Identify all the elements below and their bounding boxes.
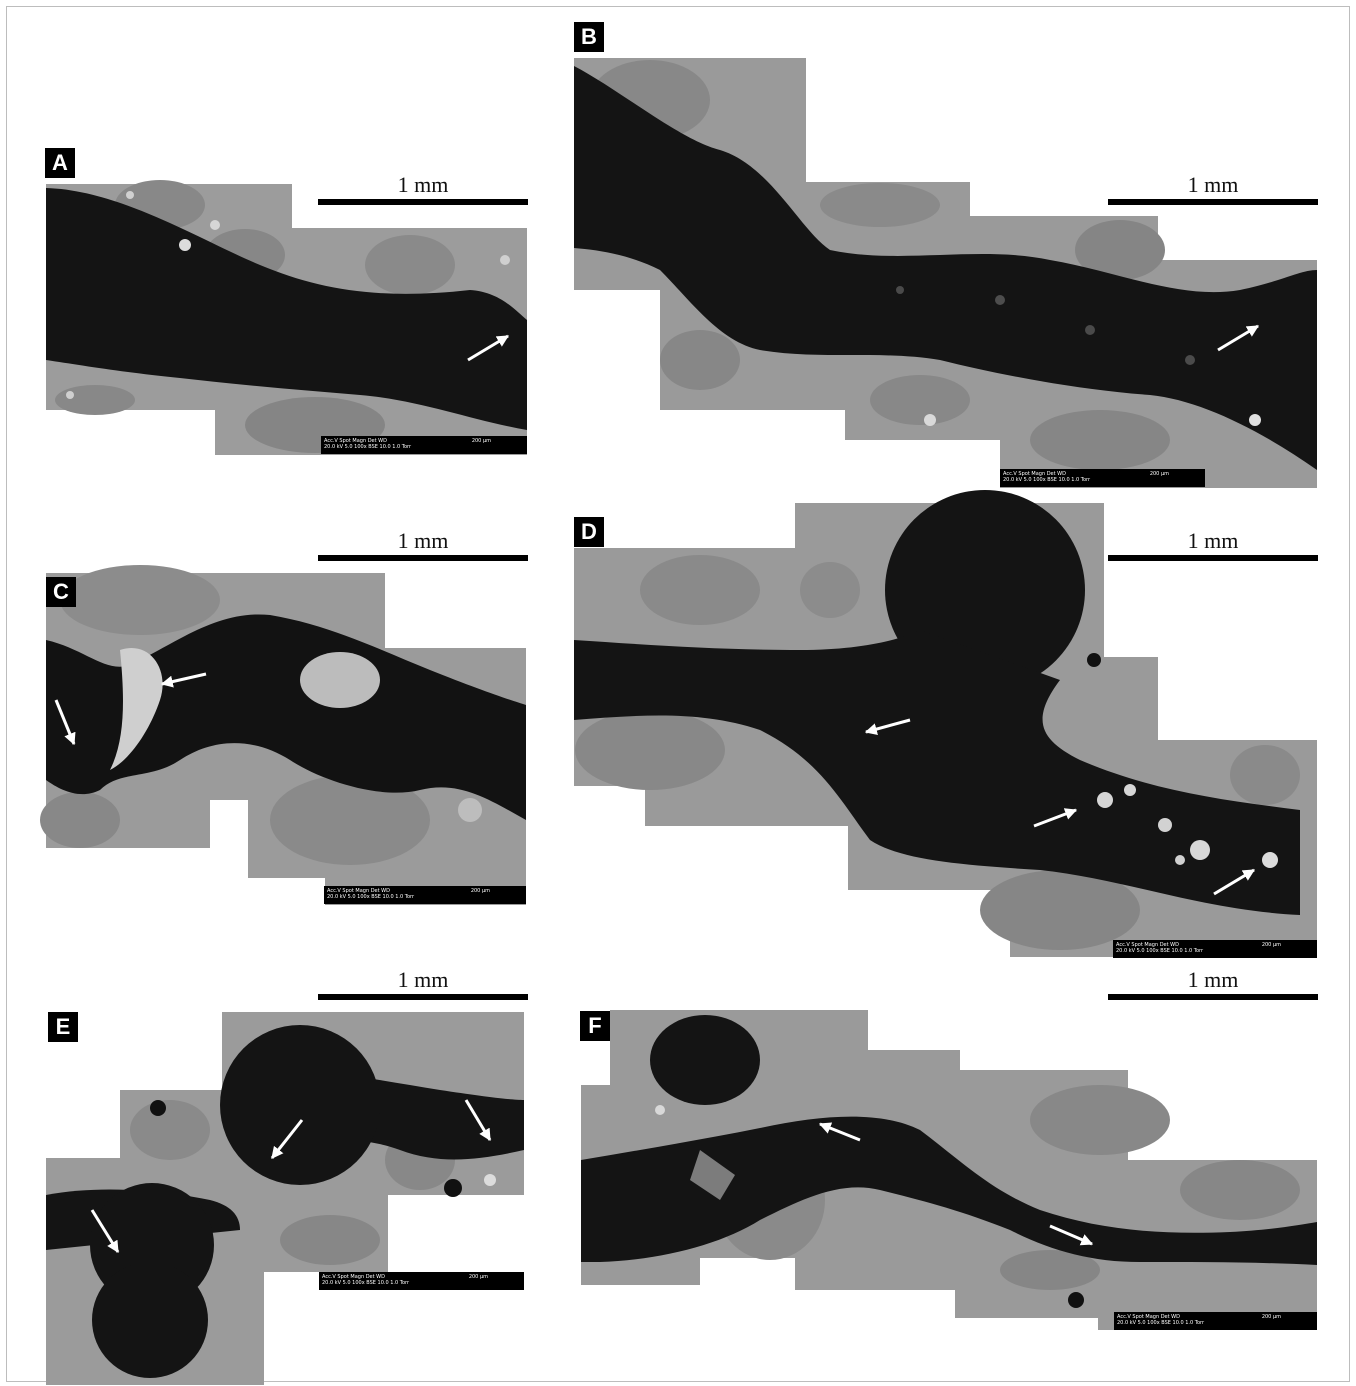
- panel-f-sem-databar: Acc.V Spot Magn Det WD 20.0 kV 5.0 100x …: [1114, 1312, 1317, 1330]
- panel-b-databar-row1: Acc.V Spot Magn Det WD: [1003, 471, 1066, 477]
- panel-d-sem-databar: Acc.V Spot Magn Det WD 20.0 kV 5.0 100x …: [1113, 940, 1317, 958]
- panel-c-scale-bar: 1 mm: [318, 529, 528, 561]
- panel-c-databar-micron: 200 µm: [470, 888, 490, 894]
- panel-f-micrograph: [581, 1010, 1317, 1330]
- panel-c-databar-row2: 20.0 kV 5.0 100x BSE 10.0 1.0 Torr: [327, 894, 415, 900]
- panel-a-sem-databar: Acc.V Spot Magn Det WD 20.0 kV 5.0 100x …: [321, 436, 527, 454]
- panel-e-databar-micron: 200 µm: [468, 1274, 488, 1280]
- panel-e-scale-line: [318, 994, 528, 1000]
- panel-c-label: C: [46, 577, 76, 607]
- panel-a-scale-text: 1 mm: [397, 172, 449, 197]
- panel-a-databar-micron: 200 µm: [471, 438, 491, 444]
- panel-e-scale-text: 1 mm: [397, 967, 449, 992]
- panel-f-databar-row1: Acc.V Spot Magn Det WD: [1117, 1314, 1180, 1320]
- panel-d-scale-text: 1 mm: [1187, 528, 1239, 553]
- panel-c-databar-row1: Acc.V Spot Magn Det WD: [327, 888, 390, 894]
- panel-d-micrograph: [574, 490, 1317, 957]
- panel-a-label: A: [45, 148, 75, 178]
- panel-e-scale-bar: 1 mm: [318, 968, 528, 1000]
- panel-e-databar-row2: 20.0 kV 5.0 100x BSE 10.0 1.0 Torr: [322, 1280, 410, 1286]
- panel-e-label: E: [48, 1012, 78, 1042]
- panel-d-scale-line: [1108, 555, 1318, 561]
- panel-f-scale-text: 1 mm: [1187, 967, 1239, 992]
- panel-a-scale-bar: 1 mm: [318, 173, 528, 205]
- panel-e-sem-databar: Acc.V Spot Magn Det WD 20.0 kV 5.0 100x …: [319, 1272, 524, 1290]
- panel-e-micrograph: [46, 1012, 524, 1385]
- panel-f-scale-bar: 1 mm: [1108, 968, 1318, 1000]
- figure-frame: [6, 6, 1350, 1382]
- panel-a-scale-line: [318, 199, 528, 205]
- panel-b-databar-micron: 200 µm: [1149, 471, 1169, 477]
- panel-a-databar-row2: 20.0 kV 5.0 100x BSE 10.0 1.0 Torr: [324, 444, 412, 450]
- panel-b-scale-text: 1 mm: [1187, 172, 1239, 197]
- panel-c-scale-text: 1 mm: [397, 528, 449, 553]
- panel-e-databar-row1: Acc.V Spot Magn Det WD: [322, 1274, 385, 1280]
- panel-c-scale-line: [318, 555, 528, 561]
- panel-d-label: D: [574, 517, 604, 547]
- panel-d-databar-micron: 200 µm: [1261, 942, 1281, 948]
- panel-f-databar-row2: 20.0 kV 5.0 100x BSE 10.0 1.0 Torr: [1117, 1320, 1205, 1326]
- panel-c-sem-databar: Acc.V Spot Magn Det WD 20.0 kV 5.0 100x …: [324, 886, 526, 904]
- panel-a-micrograph: [46, 180, 527, 455]
- panel-c-micrograph: [40, 565, 526, 905]
- panel-f-databar-micron: 200 µm: [1261, 1314, 1281, 1320]
- panel-a-databar-row1: Acc.V Spot Magn Det WD: [324, 438, 387, 444]
- panel-f-scale-line: [1108, 994, 1318, 1000]
- panel-d-databar-row2: 20.0 kV 5.0 100x BSE 10.0 1.0 Torr: [1116, 948, 1204, 954]
- panel-d-databar-row1: Acc.V Spot Magn Det WD: [1116, 942, 1179, 948]
- panel-b-databar-row2: 20.0 kV 5.0 100x BSE 10.0 1.0 Torr: [1003, 477, 1091, 483]
- panel-b-micrograph: [574, 58, 1317, 488]
- panel-f-label: F: [580, 1011, 610, 1041]
- panel-b-sem-databar: Acc.V Spot Magn Det WD 20.0 kV 5.0 100x …: [1000, 469, 1205, 487]
- panel-b-scale-line: [1108, 199, 1318, 205]
- panel-b-scale-bar: 1 mm: [1108, 173, 1318, 205]
- panel-b-label: B: [574, 22, 604, 52]
- panel-d-scale-bar: 1 mm: [1108, 529, 1318, 561]
